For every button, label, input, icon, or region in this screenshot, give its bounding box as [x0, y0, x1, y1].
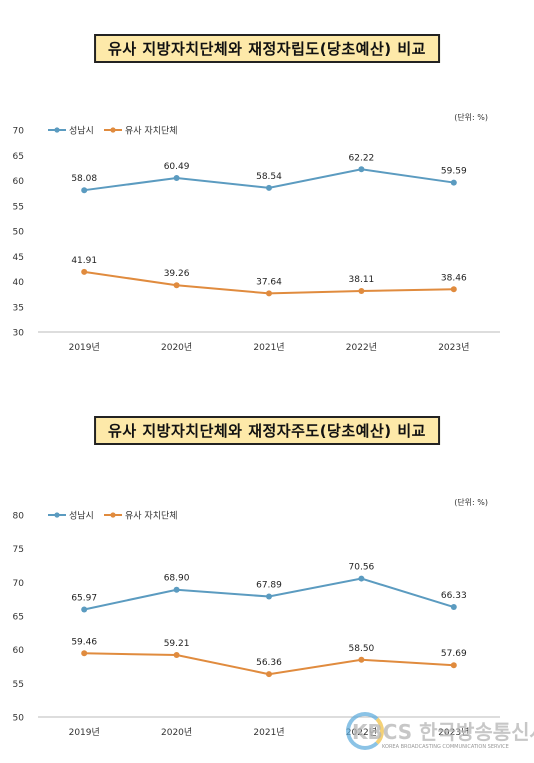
y-tick-label: 65	[13, 152, 24, 162]
data-label-s1-0: 59.46	[71, 637, 97, 647]
legend-label-0: 성남시	[69, 126, 94, 137]
data-point-s1-0	[81, 268, 88, 275]
data-point-s0-0	[81, 606, 88, 613]
x-tick-label: 2023년	[438, 727, 469, 738]
data-label-s0-1: 68.90	[164, 574, 190, 584]
y-tick-label: 60	[13, 177, 25, 187]
data-label-s0-2: 58.54	[256, 172, 282, 182]
unit-note: (단위: %)	[454, 497, 488, 507]
data-point-s1-1	[173, 282, 180, 289]
y-tick-label: 30	[13, 329, 25, 339]
x-tick-label: 2022년	[346, 342, 377, 353]
data-point-s0-1	[173, 586, 180, 593]
x-tick-label: 2019년	[69, 727, 100, 738]
data-point-s0-4	[450, 179, 457, 186]
watermark-logo-text: KBCS 한국방송통신사	[352, 720, 534, 744]
data-label-s1-1: 39.26	[164, 269, 190, 279]
data-point-s1-3	[358, 288, 365, 295]
legend-item-1: 유사 자치단체	[104, 510, 178, 522]
y-tick-label: 35	[13, 303, 24, 313]
y-tick-label: 80	[13, 512, 25, 522]
x-tick-label: 2021년	[253, 727, 284, 738]
chart-title-independence: 유사 지방자치단체와 재정자립도(당초예산) 비교	[94, 34, 440, 63]
y-tick-label: 55	[13, 680, 24, 690]
kbcs-logo-icon	[346, 712, 384, 750]
data-label-s0-2: 67.89	[256, 581, 282, 591]
y-tick-label: 70	[13, 127, 25, 137]
data-label-s1-3: 38.11	[349, 275, 375, 285]
y-tick-label: 40	[13, 278, 25, 288]
legend-marker-0	[54, 512, 60, 518]
x-tick-label: 2020년	[161, 727, 192, 738]
legend-item-1: 유사 자치단체	[104, 125, 178, 137]
data-label-s0-3: 62.22	[349, 153, 375, 163]
data-label-s1-4: 38.46	[441, 273, 467, 283]
watermark-sub-text: KOREA BROADCASTING COMMUNICATION SERVICE	[382, 744, 509, 750]
legend-marker-1	[110, 127, 116, 133]
data-label-s0-4: 59.59	[441, 167, 467, 177]
data-point-s1-2	[266, 671, 272, 678]
kbcs-watermark-logo: KBCS 한국방송통신사 KOREA BROADCASTING COMMUNIC…	[346, 712, 534, 760]
data-point-s1-3	[358, 656, 365, 663]
y-tick-label: 65	[13, 613, 24, 623]
data-label-s1-3: 58.50	[349, 644, 375, 654]
legend-item-0: 성남시	[48, 126, 94, 137]
data-point-s1-4	[450, 286, 457, 293]
data-point-s1-0	[81, 650, 88, 657]
data-label-s0-0: 58.08	[71, 174, 97, 184]
data-point-s0-2	[266, 184, 272, 191]
legend-item-0: 성남시	[48, 511, 94, 522]
legend-marker-1	[110, 512, 116, 518]
data-point-s0-4	[450, 604, 457, 611]
legend-label-1: 유사 자치단체	[125, 125, 178, 137]
data-label-s0-3: 70.56	[349, 563, 375, 573]
data-point-s0-1	[173, 175, 180, 182]
data-label-s0-1: 60.49	[164, 162, 190, 172]
data-point-s0-3	[358, 575, 365, 582]
y-tick-label: 55	[13, 202, 24, 212]
legend-label-1: 유사 자치단체	[125, 510, 178, 522]
legend-label-0: 성남시	[69, 511, 94, 522]
y-tick-label: 60	[13, 646, 25, 656]
line-chart-independence: (단위: %) 성남시 유사 자치단체 30 35 40 45 50 55 60 65 70 2019년…	[13, 112, 500, 353]
x-tick-label: 2020년	[161, 342, 192, 353]
y-tick-label: 50	[13, 714, 25, 724]
data-point-s1-2	[266, 290, 272, 297]
y-tick-label: 75	[13, 545, 24, 555]
unit-note: (단위: %)	[454, 112, 488, 122]
line-chart-autonomy: (단위: %) 성남시 유사 자치단체 50 55 60 65 70 75 80 2019년 2020…	[13, 497, 500, 738]
data-label-s1-0: 41.91	[71, 256, 97, 266]
y-tick-label: 50	[13, 228, 25, 238]
data-label-s1-4: 57.69	[441, 649, 467, 659]
data-point-s0-3	[358, 166, 365, 173]
data-point-s0-0	[81, 187, 88, 194]
data-label-s1-2: 37.64	[256, 277, 282, 287]
data-label-s0-0: 65.97	[71, 593, 97, 603]
chart-title-autonomy: 유사 지방자치단체와 재정자주도(당초예산) 비교	[94, 416, 440, 445]
y-tick-label: 70	[13, 579, 25, 589]
data-label-s0-4: 66.33	[441, 591, 467, 601]
data-point-s0-2	[266, 593, 272, 600]
x-tick-label: 2023년	[438, 342, 469, 353]
data-label-s1-1: 59.21	[164, 639, 190, 649]
y-tick-label: 45	[13, 253, 24, 263]
data-point-s1-4	[450, 662, 457, 669]
x-tick-label: 2019년	[69, 342, 100, 353]
data-label-s1-2: 56.36	[256, 658, 282, 668]
x-tick-label: 2021년	[253, 342, 284, 353]
legend-marker-0	[54, 127, 60, 133]
data-point-s1-1	[173, 651, 180, 658]
